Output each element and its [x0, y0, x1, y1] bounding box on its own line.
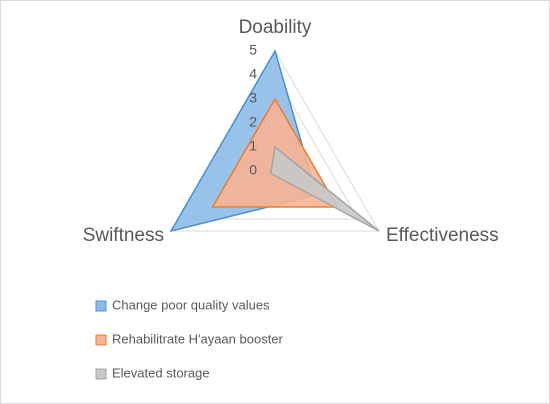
axis-label: Doability [239, 17, 312, 38]
r-tick-label: 0 [249, 162, 257, 178]
r-tick-label: 3 [249, 90, 257, 106]
legend-label: Rehabilitrate H'ayaan booster [112, 331, 284, 346]
legend-label: Change poor quality values [112, 297, 270, 312]
legend-swatch [95, 300, 107, 312]
series-area [270, 145, 380, 232]
r-tick-label: 4 [249, 66, 257, 82]
legend-swatch [95, 368, 107, 380]
r-tick-label: 5 [249, 42, 257, 58]
legend-swatch [95, 334, 107, 346]
r-tick-label: 1 [249, 138, 257, 154]
legend-label: Elevated storage [112, 365, 210, 380]
axis-label: Swiftness [83, 225, 164, 246]
axis-label: Effectiveness [386, 225, 499, 246]
r-tick-label: 2 [249, 114, 257, 130]
